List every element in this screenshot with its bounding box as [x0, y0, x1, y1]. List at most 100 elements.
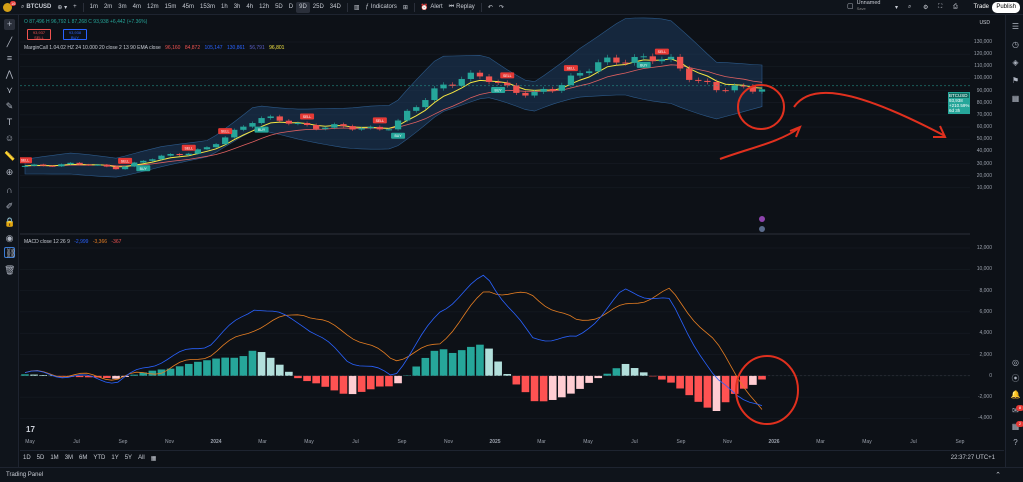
timeframe-25D[interactable]: 25D	[312, 4, 324, 10]
last-time: 6d 3h	[949, 108, 961, 113]
currency-label[interactable]: USD	[979, 20, 990, 26]
sell-box[interactable]: 93,937 SELL	[27, 29, 51, 40]
quick-search-button[interactable]: ⌕	[908, 3, 912, 10]
trash-icon[interactable]: 🗑	[4, 265, 16, 275]
bottom-toolbar: 1D 5D 1M 3M 6M YTD 1Y 5Y All ▦ 22:37:27 UTC+1	[20, 450, 1004, 465]
range-3M[interactable]: 3M	[64, 455, 74, 461]
bell-icon[interactable]: 🔔	[1010, 390, 1021, 399]
ruler-icon[interactable]: 📏	[4, 151, 16, 161]
timeframe-153m[interactable]: 153m	[200, 4, 216, 10]
expand-icon[interactable]: ⌃	[995, 472, 1001, 479]
last-change: +210.59%	[949, 103, 970, 108]
emoji-icon[interactable]: ☺	[4, 133, 15, 143]
drawing-toolbar: + ╱ ≡ ⋀ ⋎ ✎ T ☺ 📏 ⊕ ∩ ✐ 🔒 ◉ ⛓ 🗑	[0, 15, 19, 467]
annotation-arrowhead-up	[789, 125, 802, 138]
trading-panel[interactable]: Trading Panel ⌃	[0, 467, 1023, 482]
fullscreen-button[interactable]: ⛶	[938, 3, 943, 10]
price-scale[interactable]: USD 130,000 120,000 110,000 100,000 90,000 80…	[970, 16, 1004, 449]
candle-body	[595, 62, 602, 72]
pattern-icon[interactable]: ⋀	[5, 69, 14, 79]
range-All[interactable]: All	[138, 455, 145, 461]
help-icon[interactable]: ?	[1013, 438, 1018, 447]
crosshair-icon[interactable]: +	[4, 19, 15, 30]
alert-button[interactable]: ⏰ Alert	[418, 0, 446, 15]
lock-icon[interactable]: 🔒	[4, 217, 16, 227]
price-tick: 70,000	[976, 111, 992, 118]
range-5Y[interactable]: 5Y	[124, 455, 133, 461]
compare-button[interactable]: ⊕ ▾	[57, 4, 68, 11]
timeframe-15m[interactable]: 15m	[164, 4, 177, 10]
date-range-icon[interactable]: ▦	[150, 455, 157, 462]
candle-body	[267, 116, 274, 119]
time-tick: Jul	[910, 439, 916, 445]
settings-button[interactable]: ⚙	[923, 4, 929, 11]
timeframe-5D[interactable]: 5D	[275, 4, 283, 10]
indicators-button[interactable]: ƒ Indicators	[362, 0, 399, 15]
templates-button[interactable]: ⊞	[402, 4, 408, 11]
magnet-icon[interactable]: ∩	[6, 185, 13, 195]
range-1D[interactable]: 1D	[23, 455, 31, 461]
chat-icon[interactable]: ✉	[1012, 406, 1019, 415]
symbol-search[interactable]: ⌕ BTCUSD	[18, 0, 54, 15]
replay-label: Replay	[456, 4, 475, 10]
candle-body	[740, 85, 747, 87]
range-1M[interactable]: 1M	[50, 455, 59, 461]
text-icon[interactable]: T	[6, 117, 13, 127]
alerts-icon[interactable]: ⚑	[1011, 76, 1020, 85]
time-tick: 2024	[210, 439, 221, 445]
prediction-icon[interactable]: ⋎	[6, 85, 13, 95]
ideas-icon[interactable]: ▦	[1011, 94, 1020, 103]
candle-body	[158, 155, 165, 160]
buy-box[interactable]: 93,938 BUY	[63, 29, 87, 40]
layers-icon[interactable]: ◈	[1012, 58, 1019, 67]
fib-icon[interactable]: ≡	[6, 53, 13, 63]
zoom-icon[interactable]: ⊕	[5, 167, 14, 177]
trade-button[interactable]: Trade	[973, 4, 989, 10]
timeframe-4h[interactable]: 4h	[246, 4, 254, 10]
undo-button[interactable]: ↶	[487, 4, 493, 11]
timeframe-34D[interactable]: 34D	[329, 4, 341, 10]
macd-tick: 12,000	[976, 245, 992, 251]
trend-line-icon[interactable]: ╱	[6, 37, 13, 47]
range-YTD[interactable]: YTD	[93, 455, 106, 461]
clock-icon[interactable]: ◷	[1012, 40, 1019, 49]
timeframe-4m[interactable]: 4m	[132, 4, 141, 10]
range-6M[interactable]: 6M	[79, 455, 88, 461]
macd-name: MACD close 12 26 9	[24, 239, 70, 245]
target-icon[interactable]: ◎	[1012, 358, 1019, 367]
layout-dropdown-button[interactable]: ▾	[895, 4, 899, 11]
replay-button[interactable]: ⏮ Replay	[446, 0, 478, 15]
signal-icon[interactable]: ⦿	[1011, 374, 1020, 383]
timeframe-12m[interactable]: 12m	[146, 4, 159, 10]
timeframe-9D[interactable]: 9D	[296, 1, 310, 13]
candle-body	[94, 164, 101, 166]
timeframe-12h[interactable]: 12h	[259, 4, 270, 10]
chart-type-button[interactable]: ▥	[353, 4, 360, 11]
timeframe-D[interactable]: D	[288, 4, 294, 10]
timeframe-1h[interactable]: 1h	[221, 4, 228, 10]
price-tick: 10,000	[976, 184, 992, 191]
calendar-icon[interactable]: ▦	[1011, 422, 1020, 431]
publish-button[interactable]: Publish	[992, 2, 1020, 13]
snapshot-button[interactable]: ⎙	[953, 3, 958, 10]
watchlist-icon[interactable]: ☰	[1011, 22, 1020, 31]
add-symbol-button[interactable]: +	[73, 4, 77, 10]
range-5D[interactable]: 5D	[36, 455, 45, 461]
timeframe-3h[interactable]: 3h	[233, 4, 241, 10]
clock-readout[interactable]: 22:37:27 UTC+1	[950, 455, 995, 461]
pencil-lock-icon[interactable]: ✐	[5, 201, 14, 211]
candle-body	[667, 56, 675, 60]
timeframe-1m[interactable]: 1m	[89, 4, 98, 10]
timeframe-2m[interactable]: 2m	[103, 4, 113, 10]
avatar[interactable]: 16	[0, 0, 18, 15]
link-icon[interactable]: ⛓	[4, 247, 17, 258]
timeframe-45m[interactable]: 45m	[182, 4, 194, 10]
eye-icon[interactable]: ◉	[5, 233, 14, 243]
timeframe-3m[interactable]: 3m	[118, 4, 127, 10]
annotation-arrow-down	[793, 91, 946, 137]
layout-menu[interactable]: ▢ Unnamed Save	[847, 0, 880, 11]
brush-icon[interactable]: ✎	[5, 101, 14, 111]
range-1Y[interactable]: 1Y	[111, 455, 119, 461]
chart-canvas[interactable]: SELL SELL SELL SELL SELL SELL SELL SELL SELL BUY B…	[20, 16, 970, 449]
redo-button[interactable]: ↷	[498, 4, 504, 11]
